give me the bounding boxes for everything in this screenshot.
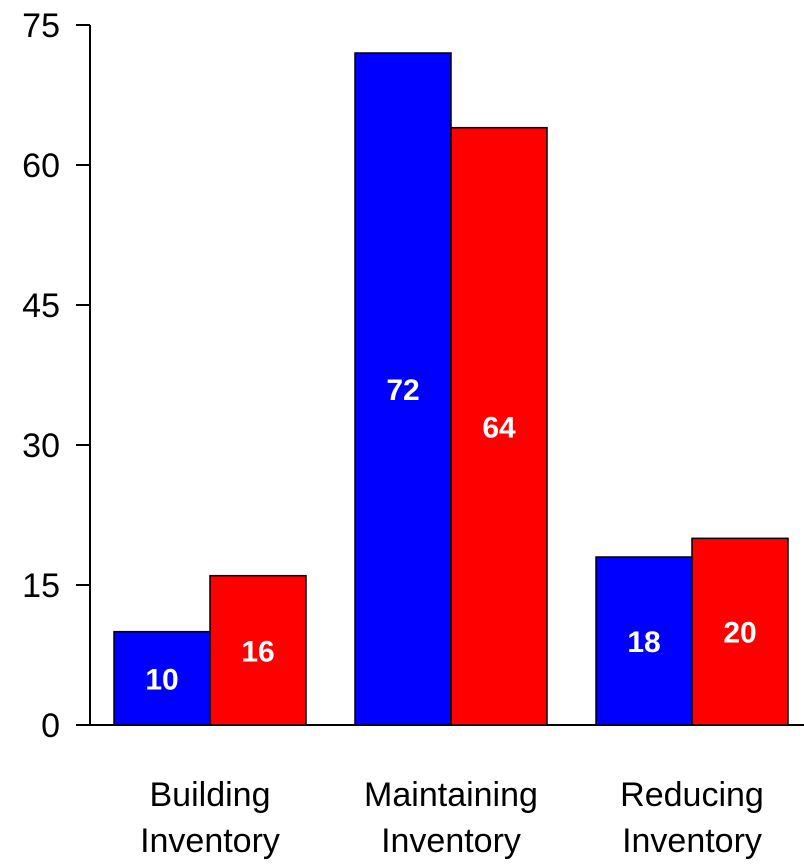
x-tick-label: Reducing <box>620 776 764 814</box>
y-tick-label: 75 <box>22 7 60 45</box>
y-tick-label: 60 <box>22 147 60 185</box>
data-label: 72 <box>386 374 419 407</box>
x-tick-label: Inventory <box>381 822 521 860</box>
bar <box>595 556 693 726</box>
y-tick-label: 15 <box>22 567 60 605</box>
bar <box>354 52 452 726</box>
data-label: 16 <box>241 635 274 668</box>
y-tick-label: 30 <box>22 427 60 465</box>
data-label: 64 <box>482 411 516 444</box>
labels: 10 16 Building Inventory 72 64 Maintaining Inve… <box>140 374 764 860</box>
bars <box>113 52 789 726</box>
y-tick-label: 45 <box>22 287 60 325</box>
data-label: 20 <box>723 617 756 650</box>
x-tick-label: Inventory <box>140 822 280 860</box>
data-label: 10 <box>145 663 178 696</box>
x-tick-label: Inventory <box>622 822 762 860</box>
x-tick-label: Maintaining <box>364 776 538 814</box>
bar <box>691 537 789 726</box>
bar <box>113 630 211 726</box>
data-label: 18 <box>627 626 660 659</box>
bar <box>209 574 307 726</box>
bar <box>450 126 548 726</box>
x-tick-label: Building <box>150 776 271 814</box>
y-tick-label: 0 <box>41 707 60 745</box>
